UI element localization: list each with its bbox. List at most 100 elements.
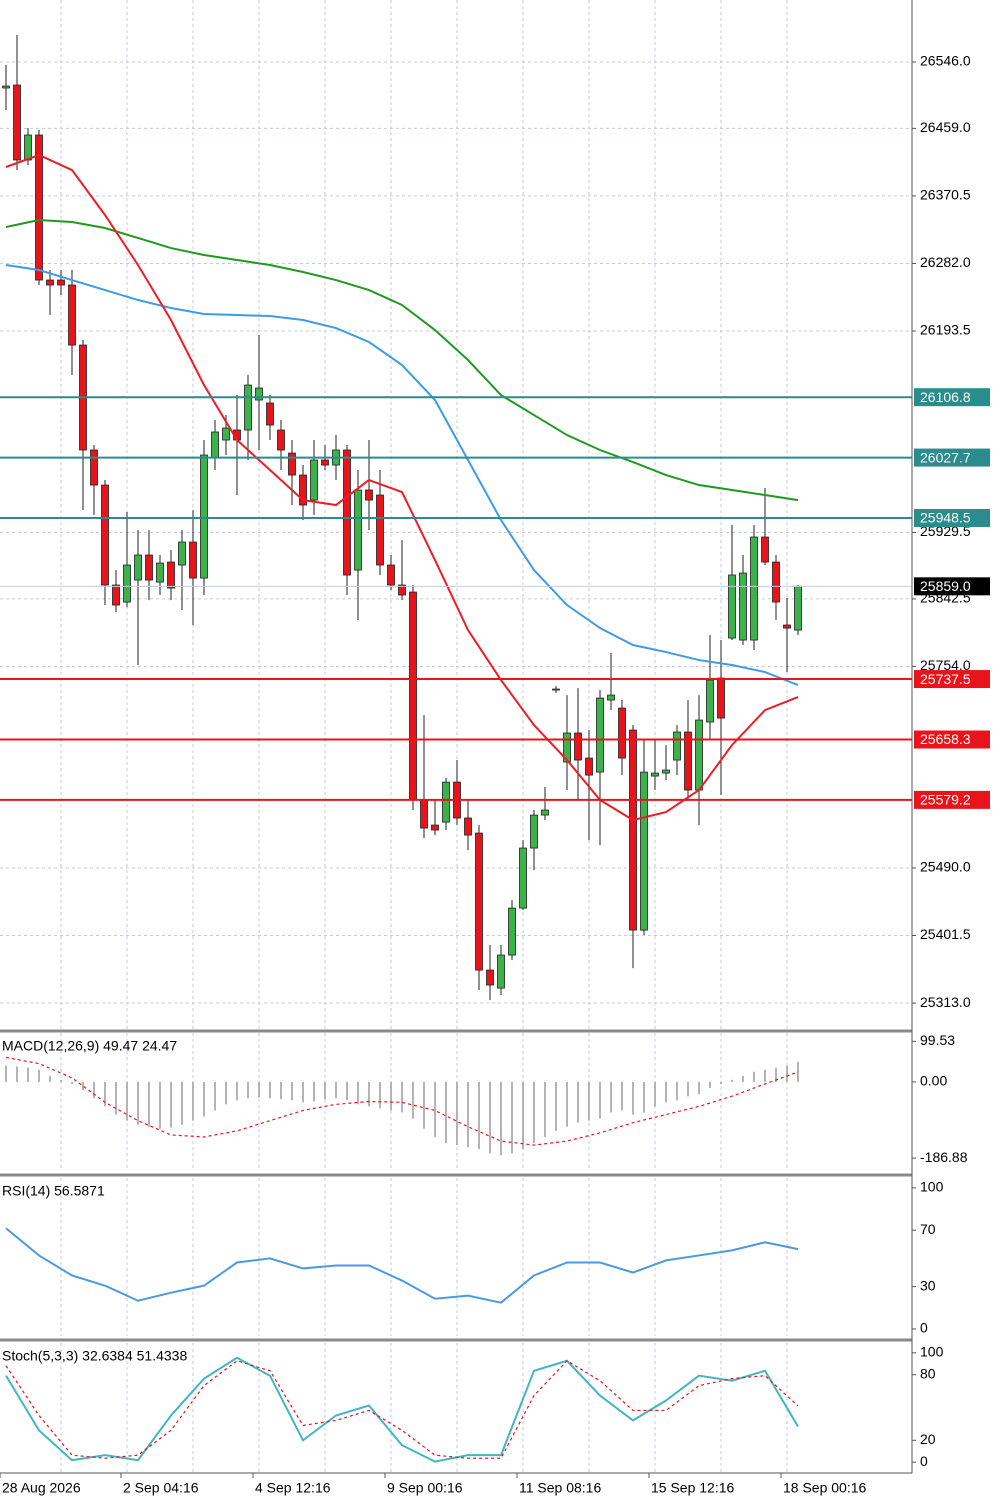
histogram-bar: [368, 1081, 370, 1107]
histogram-bar: [742, 1075, 744, 1082]
candle-body: [46, 279, 54, 286]
histogram-bar: [731, 1079, 733, 1082]
histogram-bar: [566, 1081, 568, 1127]
histogram-bar: [16, 1066, 18, 1082]
candle-body: [464, 817, 472, 836]
level-label-box: [914, 448, 990, 467]
candle-body: [24, 134, 32, 161]
y-tick-label: 0: [920, 1453, 928, 1469]
candle-body: [508, 907, 516, 956]
candle-body: [277, 429, 285, 451]
histogram-bar: [588, 1081, 590, 1121]
panel-title: Stoch(5,3,3) 32.6384 51.4338: [2, 1348, 187, 1364]
candle-body: [244, 384, 252, 431]
histogram-bar: [49, 1075, 51, 1082]
y-tick-label: 0: [920, 1320, 928, 1336]
histogram-bar: [5, 1065, 7, 1082]
candle-body: [563, 732, 571, 763]
candle-body: [35, 134, 43, 281]
histogram-bar: [423, 1081, 425, 1129]
histogram-bar: [93, 1081, 95, 1099]
histogram-bar: [379, 1081, 381, 1109]
y-tick-label: 25929.5: [920, 523, 971, 539]
level-label: 25948.5: [920, 510, 971, 526]
candle-body: [607, 694, 615, 701]
level-label-box: [914, 790, 990, 809]
candle-body: [299, 474, 307, 506]
histogram-bar: [291, 1081, 293, 1101]
histogram-bar: [357, 1081, 359, 1105]
histogram-bar: [511, 1081, 513, 1154]
candle-body: [376, 494, 384, 566]
histogram-bar: [269, 1081, 271, 1099]
candle-body: [585, 757, 593, 776]
y-tick-label: 0.00: [920, 1073, 947, 1089]
level-label-box: [914, 388, 990, 407]
candle-body: [200, 454, 208, 579]
histogram-bar: [555, 1081, 557, 1131]
y-tick-label: 20: [920, 1431, 936, 1447]
histogram-bar: [192, 1081, 194, 1121]
candle-body: [618, 707, 626, 759]
candle-body: [101, 484, 109, 586]
y-tick-label: 26546.0: [920, 53, 971, 69]
histogram-bar: [709, 1081, 711, 1089]
candle-body: [596, 697, 604, 773]
candle-body: [145, 554, 153, 581]
candle-body: [222, 427, 230, 441]
histogram-bar: [489, 1081, 491, 1154]
candle-body: [343, 449, 351, 576]
histogram-bar: [577, 1081, 579, 1123]
candle-body: [387, 564, 395, 586]
histogram-bar: [467, 1081, 469, 1148]
histogram-bar: [522, 1081, 524, 1150]
candle-body: [761, 536, 769, 563]
candle-body: [156, 562, 164, 583]
candle-body: [398, 584, 406, 596]
candle-body: [717, 677, 725, 719]
candle-body: [90, 449, 98, 486]
candle-body: [519, 847, 527, 909]
candle-body: [684, 731, 692, 791]
histogram-bar: [786, 1065, 788, 1082]
candle-body: [486, 969, 494, 986]
candle-body: [475, 832, 483, 971]
histogram-bar: [324, 1081, 326, 1100]
histogram-bar: [797, 1061, 799, 1082]
histogram-bar: [412, 1081, 414, 1119]
histogram-bar: [159, 1081, 161, 1129]
histogram-bar: [27, 1067, 29, 1082]
candle-body: [431, 824, 439, 831]
candle-body: [178, 541, 186, 566]
candle-body: [255, 387, 263, 401]
histogram-bar: [434, 1081, 436, 1137]
histogram-bar: [698, 1081, 700, 1095]
histogram-bar: [236, 1081, 238, 1101]
candle-body: [629, 729, 637, 931]
level-label: 26106.8: [920, 389, 971, 405]
candle-body: [365, 489, 373, 501]
candle-body: [420, 799, 428, 829]
histogram-bar: [643, 1081, 645, 1113]
histogram-bar: [544, 1081, 546, 1137]
x-tick-label: 2 Sep 04:16: [123, 1480, 199, 1496]
panel-title: RSI(14) 56.5871: [2, 1183, 105, 1199]
histogram-bar: [302, 1081, 304, 1103]
histogram-bar: [478, 1081, 480, 1150]
histogram-bar: [610, 1081, 612, 1113]
histogram-bar: [115, 1081, 117, 1115]
candle-body: [2, 85, 10, 89]
candle-body: [189, 541, 197, 579]
y-tick-label: 25754.0: [920, 657, 971, 673]
candle-body: [552, 688, 560, 691]
y-tick-label: 70: [920, 1221, 936, 1237]
candle-body: [497, 954, 505, 989]
series-line: [5, 219, 799, 502]
candle-body: [662, 769, 670, 774]
level-label: 25737.5: [920, 671, 971, 687]
histogram-bar: [71, 1081, 73, 1084]
histogram-bar: [170, 1081, 172, 1128]
y-tick-label: 80: [920, 1365, 936, 1381]
